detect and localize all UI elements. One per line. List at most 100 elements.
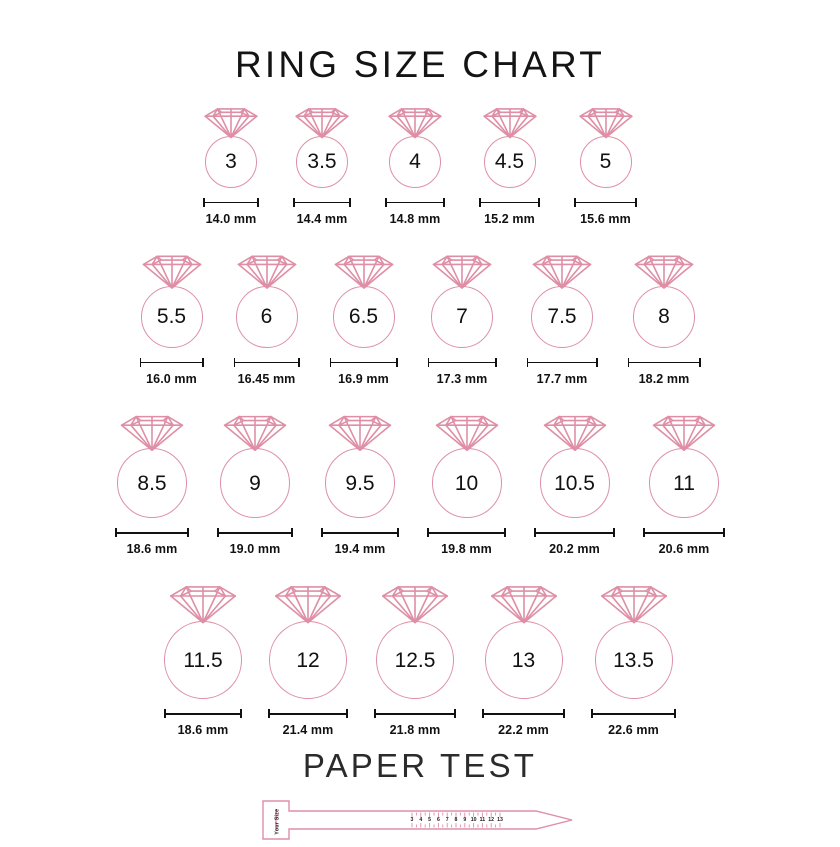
ring-row: 11.5 18.6 mm 12 21.4 mm (0, 582, 840, 737)
page-title: RING SIZE CHART (234, 44, 606, 85)
measurement-label: 16.0 mm (146, 371, 197, 386)
measurement: 22.6 mm (591, 709, 676, 737)
ring-size-cell[interactable]: 4 14.8 mm (385, 105, 445, 226)
ring-size-label: 6.5 (348, 305, 379, 329)
ring-band: 6 (235, 285, 298, 348)
ring-band: 4.5 (483, 135, 536, 188)
diamond-gem-icon (204, 108, 258, 139)
ring-band: 7.5 (531, 285, 593, 348)
ring-band: 11 (649, 448, 719, 519)
ring-illustration: 6.5 (332, 252, 395, 348)
ring-size-cell[interactable]: 3 14.0 mm (203, 105, 259, 226)
measure-cap-left (482, 709, 484, 719)
measure-cap-right (504, 528, 506, 538)
ring-illustration: 4.5 (482, 105, 538, 188)
measurement-bar (164, 709, 242, 719)
measurement: 18.2 mm (627, 357, 701, 386)
ring-illustration: 5 (578, 105, 634, 188)
diamond-gem-icon (274, 586, 342, 624)
diamond-gem-icon (600, 586, 667, 624)
ring-size-cell[interactable]: 13 22.2 mm (482, 582, 565, 737)
measure-cap-left (385, 197, 387, 207)
ring-size-cell[interactable]: 11.5 18.6 mm (164, 582, 242, 737)
ring-size-cell[interactable]: 10.5 20.2 mm (534, 412, 615, 556)
ring-size-cell[interactable]: 5.5 16.0 mm (139, 252, 204, 386)
measure-cap-left (427, 528, 429, 538)
measurement-label: 20.6 mm (658, 542, 710, 557)
measure-cap-left (627, 357, 630, 367)
measure-cap-right (187, 528, 189, 538)
ring-size-label: 3 (225, 150, 237, 174)
ring-size-cell[interactable]: 12.5 21.8 mm (374, 582, 456, 737)
ring-size-cell[interactable]: 12 21.4 mm (268, 582, 348, 737)
measurement-bar (268, 709, 348, 719)
measurement-label: 19.4 mm (334, 542, 386, 557)
measurement-label: 14.8 mm (389, 211, 441, 226)
diamond-gem-icon (578, 108, 633, 139)
ring-band: 12 (269, 621, 347, 700)
measurement-label: 21.8 mm (389, 723, 441, 738)
measure-cap-right (454, 709, 456, 719)
measurement: 16.0 mm (139, 357, 204, 386)
measurement-label: 17.3 mm (436, 371, 488, 386)
measure-cap-left (268, 709, 270, 719)
ring-size-cell[interactable]: 11 20.6 mm (643, 412, 725, 557)
measurement-label: 18.2 mm (638, 371, 690, 386)
ring-band: 11.5 (164, 621, 242, 700)
diamond-gem-icon (169, 586, 237, 624)
ring-size-label: 7.5 (547, 305, 577, 329)
ring-size-cell[interactable]: 10 19.8 mm (427, 412, 506, 556)
diamond-gem-icon (490, 586, 557, 624)
measurement-label: 14.4 mm (296, 211, 348, 226)
ring-size-cell[interactable]: 7 17.3 mm (427, 252, 497, 386)
ring-size-label: 3.5 (307, 150, 337, 174)
ring-size-label: 12.5 (394, 648, 436, 672)
measurement: 14.4 mm (293, 197, 351, 226)
ring-size-cell[interactable]: 5 15.6 mm (574, 105, 637, 226)
diamond-gem-icon (120, 415, 184, 451)
measure-cap-left (591, 709, 593, 719)
ring-size-cell[interactable]: 13.5 22.6 mm (591, 582, 676, 737)
ring-illustration: 11.5 (164, 582, 242, 700)
measure-cap-left (329, 357, 332, 367)
measure-cap-left (233, 357, 236, 367)
diamond-gem-icon (482, 108, 537, 139)
measure-cap-left (203, 197, 205, 207)
measurement: 15.6 mm (574, 197, 637, 226)
ring-size-cell[interactable]: 4.5 15.2 mm (479, 105, 540, 226)
ring-band: 10.5 (539, 448, 610, 519)
ring-size-cell[interactable]: 9.5 19.4 mm (321, 412, 399, 557)
ring-size-cell[interactable]: 6.5 16.9 mm (329, 252, 398, 386)
ring-band: 9.5 (325, 448, 395, 519)
ring-band: 5 (579, 135, 632, 188)
ring-size-label: 13.5 (613, 648, 654, 672)
ring-size-label: 5 (599, 150, 612, 174)
ring-size-cell[interactable]: 6 16.45 mm (233, 252, 300, 386)
ring-illustration: 7.5 (531, 252, 593, 348)
measure-cap-left (217, 528, 219, 538)
ring-size-cell[interactable]: 7.5 17.7 mm (526, 252, 598, 386)
ring-illustration: 13 (484, 582, 563, 700)
ring-size-cell[interactable]: 3.5 14.4 mm (293, 105, 351, 226)
ring-size-label: 10.5 (554, 471, 595, 495)
measure-cap-right (397, 528, 399, 538)
ring-band: 5.5 (140, 285, 203, 348)
diamond-gem-icon (223, 415, 287, 451)
measurement-bar (233, 357, 300, 367)
ring-size-label: 10 (454, 471, 479, 495)
measurement-bar (627, 357, 701, 367)
ring-size-cell[interactable]: 8.5 18.6 mm (115, 412, 189, 557)
measurement-bar (217, 528, 293, 538)
ring-illustration: 7 (431, 252, 493, 348)
ring-size-label: 11.5 (183, 648, 223, 672)
measurement: 21.8 mm (374, 709, 456, 737)
measure-cap-right (346, 709, 348, 719)
ring-size-label: 8 (658, 305, 670, 329)
measure-cap-left (574, 197, 576, 207)
measurement-bar (427, 528, 506, 538)
measure-cap-right (395, 357, 398, 367)
ring-size-cell[interactable]: 9 19.0 mm (217, 412, 293, 556)
measurement-label: 18.6 mm (126, 542, 178, 557)
ring-illustration: 8.5 (117, 412, 187, 519)
ring-size-cell[interactable]: 8 18.2 mm (627, 252, 701, 386)
